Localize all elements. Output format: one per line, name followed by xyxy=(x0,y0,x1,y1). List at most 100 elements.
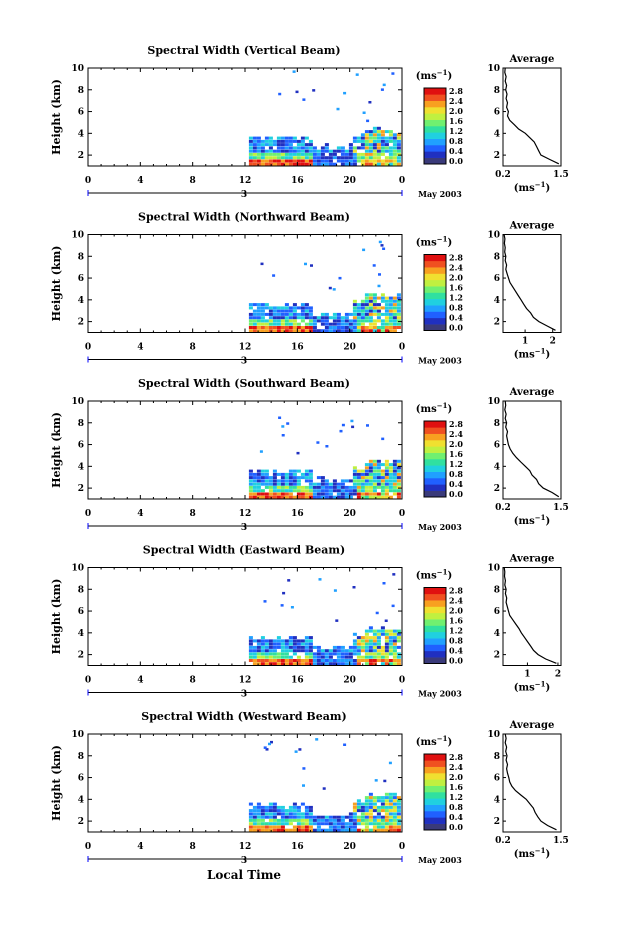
heatmap-cell xyxy=(360,805,365,809)
heatmap-cell xyxy=(300,162,305,166)
heatmap-cell xyxy=(284,812,289,816)
heatmap-cell xyxy=(388,139,393,143)
colorbar-tick-label: 2.0 xyxy=(449,439,463,449)
heatmap-cell xyxy=(376,809,381,813)
heatmap-cell xyxy=(376,818,381,822)
heatmap-cell xyxy=(344,828,349,832)
heatmap-cell xyxy=(252,472,257,476)
heatmap-cell xyxy=(252,485,257,489)
heatmap-cell xyxy=(356,159,361,163)
colorbar-segment xyxy=(424,766,446,774)
heatmap-cell xyxy=(328,316,333,320)
heatmap-cell xyxy=(388,796,393,800)
heatmap-cell xyxy=(264,825,269,829)
heatmap-cell xyxy=(366,119,370,123)
heatmap-cell xyxy=(288,482,293,486)
heatmap-cell xyxy=(356,652,361,656)
heatmap-cell xyxy=(356,828,361,832)
heatmap-cell xyxy=(292,652,297,656)
heatmap-cell xyxy=(328,329,333,333)
heatmap-cell xyxy=(268,319,273,323)
heatmap-cell xyxy=(256,306,261,310)
heatmap-cell xyxy=(276,329,281,333)
heatmap-cell xyxy=(348,326,353,329)
heatmap-cell xyxy=(276,652,281,656)
heatmap-cell xyxy=(382,247,386,250)
heatmap-cell xyxy=(336,662,341,666)
heatmap-cell xyxy=(248,156,253,160)
heatmap-cell xyxy=(316,485,321,489)
heatmap-cell xyxy=(392,469,397,473)
heatmap-cell xyxy=(312,655,317,659)
heatmap-cell xyxy=(280,149,285,153)
heatmap-cell xyxy=(304,326,309,329)
heatmap-cell xyxy=(368,799,373,803)
heatmap-cell xyxy=(372,476,377,480)
colorbar-segment xyxy=(424,298,446,306)
heatmap-cell xyxy=(292,636,297,640)
heatmap-cell xyxy=(272,489,277,493)
panel-title: Spectral Width (Northward Beam) xyxy=(138,211,350,224)
heatmap-cell xyxy=(280,306,285,310)
heatmap-cell xyxy=(268,309,273,313)
heatmap-cell xyxy=(252,316,257,320)
heatmap-cell xyxy=(392,636,397,640)
heatmap-cell xyxy=(296,312,301,316)
heatmap-cell xyxy=(339,429,343,433)
heatmap-cell xyxy=(392,316,397,320)
heatmap-cell xyxy=(260,492,265,496)
heatmap-cell xyxy=(292,802,297,806)
heatmap-cell xyxy=(280,329,285,333)
heatmap-cell xyxy=(276,139,281,143)
heatmap-cell xyxy=(300,143,305,147)
heatmap-cell xyxy=(272,649,277,653)
avg-ytick-label: 2 xyxy=(494,484,500,494)
heatmap-cell xyxy=(308,639,313,643)
heatmap-cell xyxy=(284,159,289,163)
heatmap-cell xyxy=(316,316,321,320)
heatmap-cell xyxy=(252,652,257,656)
avg-ytick-label: 6 xyxy=(494,607,500,617)
heatmap-cell xyxy=(380,805,385,809)
colorbar-frame xyxy=(423,254,447,331)
heatmap-cell xyxy=(384,143,389,147)
heatmap-cell xyxy=(300,645,305,649)
heatmap-cell xyxy=(344,156,349,160)
heatmap-cell xyxy=(296,152,301,156)
heatmap-cell xyxy=(356,146,361,150)
colorbar-segment xyxy=(424,286,446,293)
heatmap-cell xyxy=(388,792,393,796)
heatmap-cell xyxy=(356,805,361,809)
heatmap-cell xyxy=(296,662,301,666)
xtick-label: 20 xyxy=(343,509,356,519)
ytick-label: 6 xyxy=(78,274,84,284)
heatmap-cell xyxy=(284,139,289,143)
heatmap-cell xyxy=(248,152,253,156)
heatmap-cell xyxy=(288,469,293,473)
heatmap-cell xyxy=(264,659,269,662)
heatmap-cell xyxy=(312,662,317,666)
heatmap-cell xyxy=(384,809,389,813)
ytick-label: 6 xyxy=(78,108,84,118)
heatmap-cell xyxy=(248,482,253,486)
heatmap-cell xyxy=(284,146,289,150)
heatmap-cell xyxy=(260,662,265,666)
heatmap-cell xyxy=(316,492,321,496)
heatmap-cell xyxy=(364,482,369,486)
heatmap-cell xyxy=(332,156,337,160)
heatmap-cell xyxy=(308,479,313,483)
heatmap-cell xyxy=(312,652,317,656)
heatmap-cell xyxy=(302,784,305,787)
heatmap-cell xyxy=(336,818,341,822)
colorbar-segment xyxy=(424,779,446,786)
avg-frame xyxy=(502,234,562,333)
heatmap-cell xyxy=(252,645,257,649)
heatmap-cell xyxy=(304,485,309,489)
heatmap-cell xyxy=(332,652,337,656)
avg-ytick-label: 8 xyxy=(494,419,500,429)
heatmap-cell xyxy=(382,582,386,585)
heatmap-cell xyxy=(368,463,373,467)
heatmap-cell xyxy=(280,639,285,643)
heatmap-cell xyxy=(380,143,385,147)
heatmap-cell xyxy=(252,162,257,166)
